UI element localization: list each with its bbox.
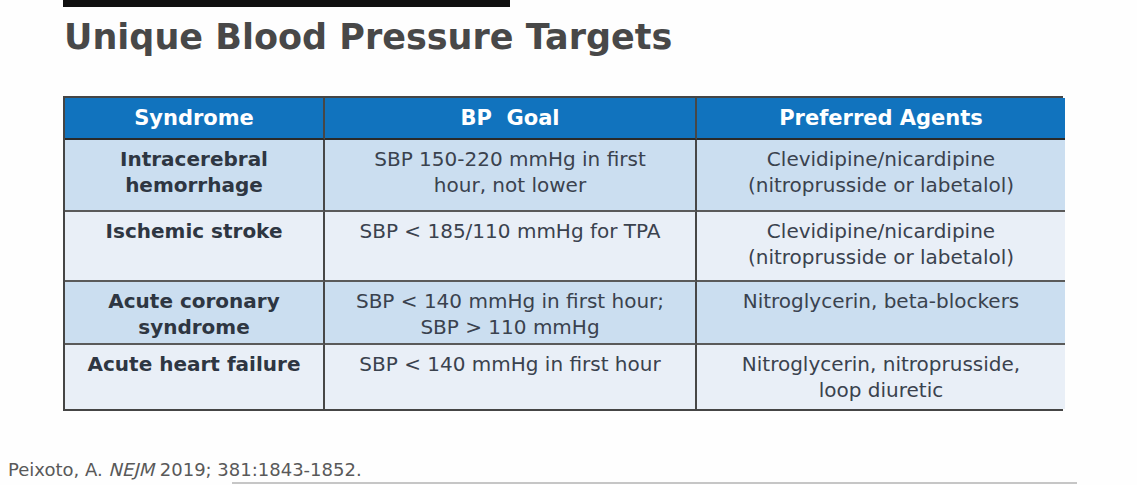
slide: Unique Blood Pressure Targets Syndrome B… (0, 0, 1137, 485)
top-black-bar (63, 0, 510, 7)
bp-targets-table: Syndrome BP Goal Preferred Agents Intrac… (63, 96, 1063, 411)
cell-preferred-agents: Clevidipine/nicardipine (nitroprusside o… (697, 140, 1065, 212)
cell-preferred-agents: Nitroglycerin, nitroprusside, loop diure… (697, 345, 1065, 409)
cell-preferred-agents: Nitroglycerin, beta-blockers (697, 282, 1065, 345)
cell-bp-goal: SBP 150-220 mmHg in first hour, not lowe… (325, 140, 697, 212)
cell-preferred-agents: Clevidipine/nicardipine (nitroprusside o… (697, 212, 1065, 282)
column-header-bp-goal: BP Goal (325, 98, 697, 140)
citation-journal: NEJM (108, 459, 154, 480)
cell-syndrome: Ischemic stroke (65, 212, 325, 282)
column-header-syndrome: Syndrome (65, 98, 325, 140)
cell-syndrome: Acute coronary syndrome (65, 282, 325, 345)
cell-bp-goal: SBP < 185/110 mmHg for TPA (325, 212, 697, 282)
cell-syndrome: Acute heart failure (65, 345, 325, 409)
cell-bp-goal: SBP < 140 mmHg in first hour (325, 345, 697, 409)
citation-suffix: 2019; 381:1843-1852. (154, 459, 362, 480)
citation: Peixoto, A. NEJM 2019; 381:1843-1852. (8, 459, 362, 480)
cell-bp-goal: SBP < 140 mmHg in first hour; SBP > 110 … (325, 282, 697, 345)
column-header-preferred-agents: Preferred Agents (697, 98, 1065, 140)
bottom-divider-line (232, 482, 1077, 484)
cell-syndrome: Intracerebral hemorrhage (65, 140, 325, 212)
citation-prefix: Peixoto, A. (8, 459, 108, 480)
slide-title: Unique Blood Pressure Targets (64, 17, 672, 57)
